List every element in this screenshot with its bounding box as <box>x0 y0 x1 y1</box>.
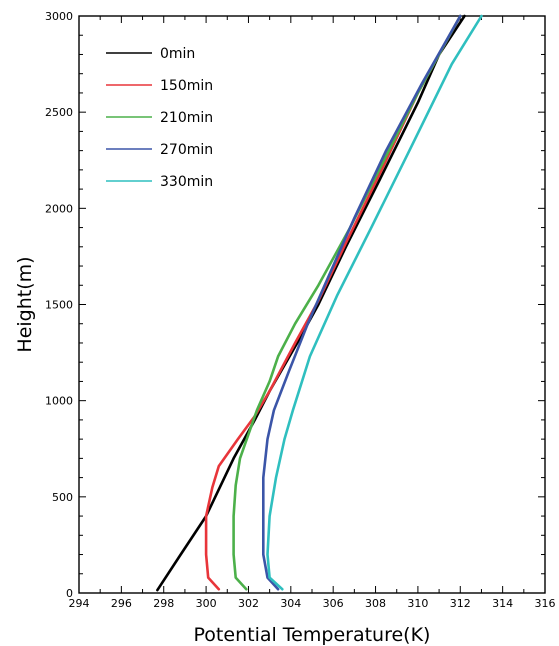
series-line-210min <box>232 14 462 591</box>
x-tick-label: 314 <box>492 597 513 610</box>
legend-label: 330min <box>160 174 213 190</box>
series-line-270min <box>262 14 462 591</box>
legend-label: 150min <box>160 78 213 94</box>
y-tick-label: 3000 <box>45 10 73 23</box>
x-axis-title: Potential Temperature(K) <box>194 624 431 646</box>
x-tick-label: 310 <box>407 597 428 610</box>
axes: 294 296 298 300 302 304 306 308 310 312 314 316 0 500… <box>45 10 556 610</box>
x-tick-label: 304 <box>280 597 301 610</box>
x-tick-label: 316 <box>535 597 556 610</box>
x-tick-label: 294 <box>69 597 90 610</box>
x-tick-label: 308 <box>365 597 386 610</box>
legend-label: 0min <box>160 46 195 62</box>
y-axis-title: Height(m) <box>14 256 36 352</box>
series-line-330min <box>266 14 483 591</box>
x-tick-label: 296 <box>111 597 132 610</box>
legend-label: 270min <box>160 142 213 158</box>
x-tick-label: 306 <box>323 597 344 610</box>
x-tick-label: 298 <box>153 597 174 610</box>
y-tick-label: 2500 <box>45 106 73 119</box>
y-tick-label: 1500 <box>45 299 73 312</box>
legend-label: 210min <box>160 110 213 126</box>
series-line-0min <box>156 14 466 592</box>
x-tick-label: 312 <box>450 597 471 610</box>
y-tick-label: 2000 <box>45 202 73 215</box>
x-tick-label: 302 <box>238 597 259 610</box>
y-tick-label: 500 <box>52 491 73 504</box>
legend: 0min 150min 210min 270min 330min <box>106 46 213 190</box>
x-tick-label: 300 <box>196 597 217 610</box>
y-tick-label: 0 <box>66 587 73 600</box>
plot-frame <box>78 15 546 594</box>
series-lines <box>156 14 483 592</box>
y-tick-label: 1000 <box>45 395 73 408</box>
